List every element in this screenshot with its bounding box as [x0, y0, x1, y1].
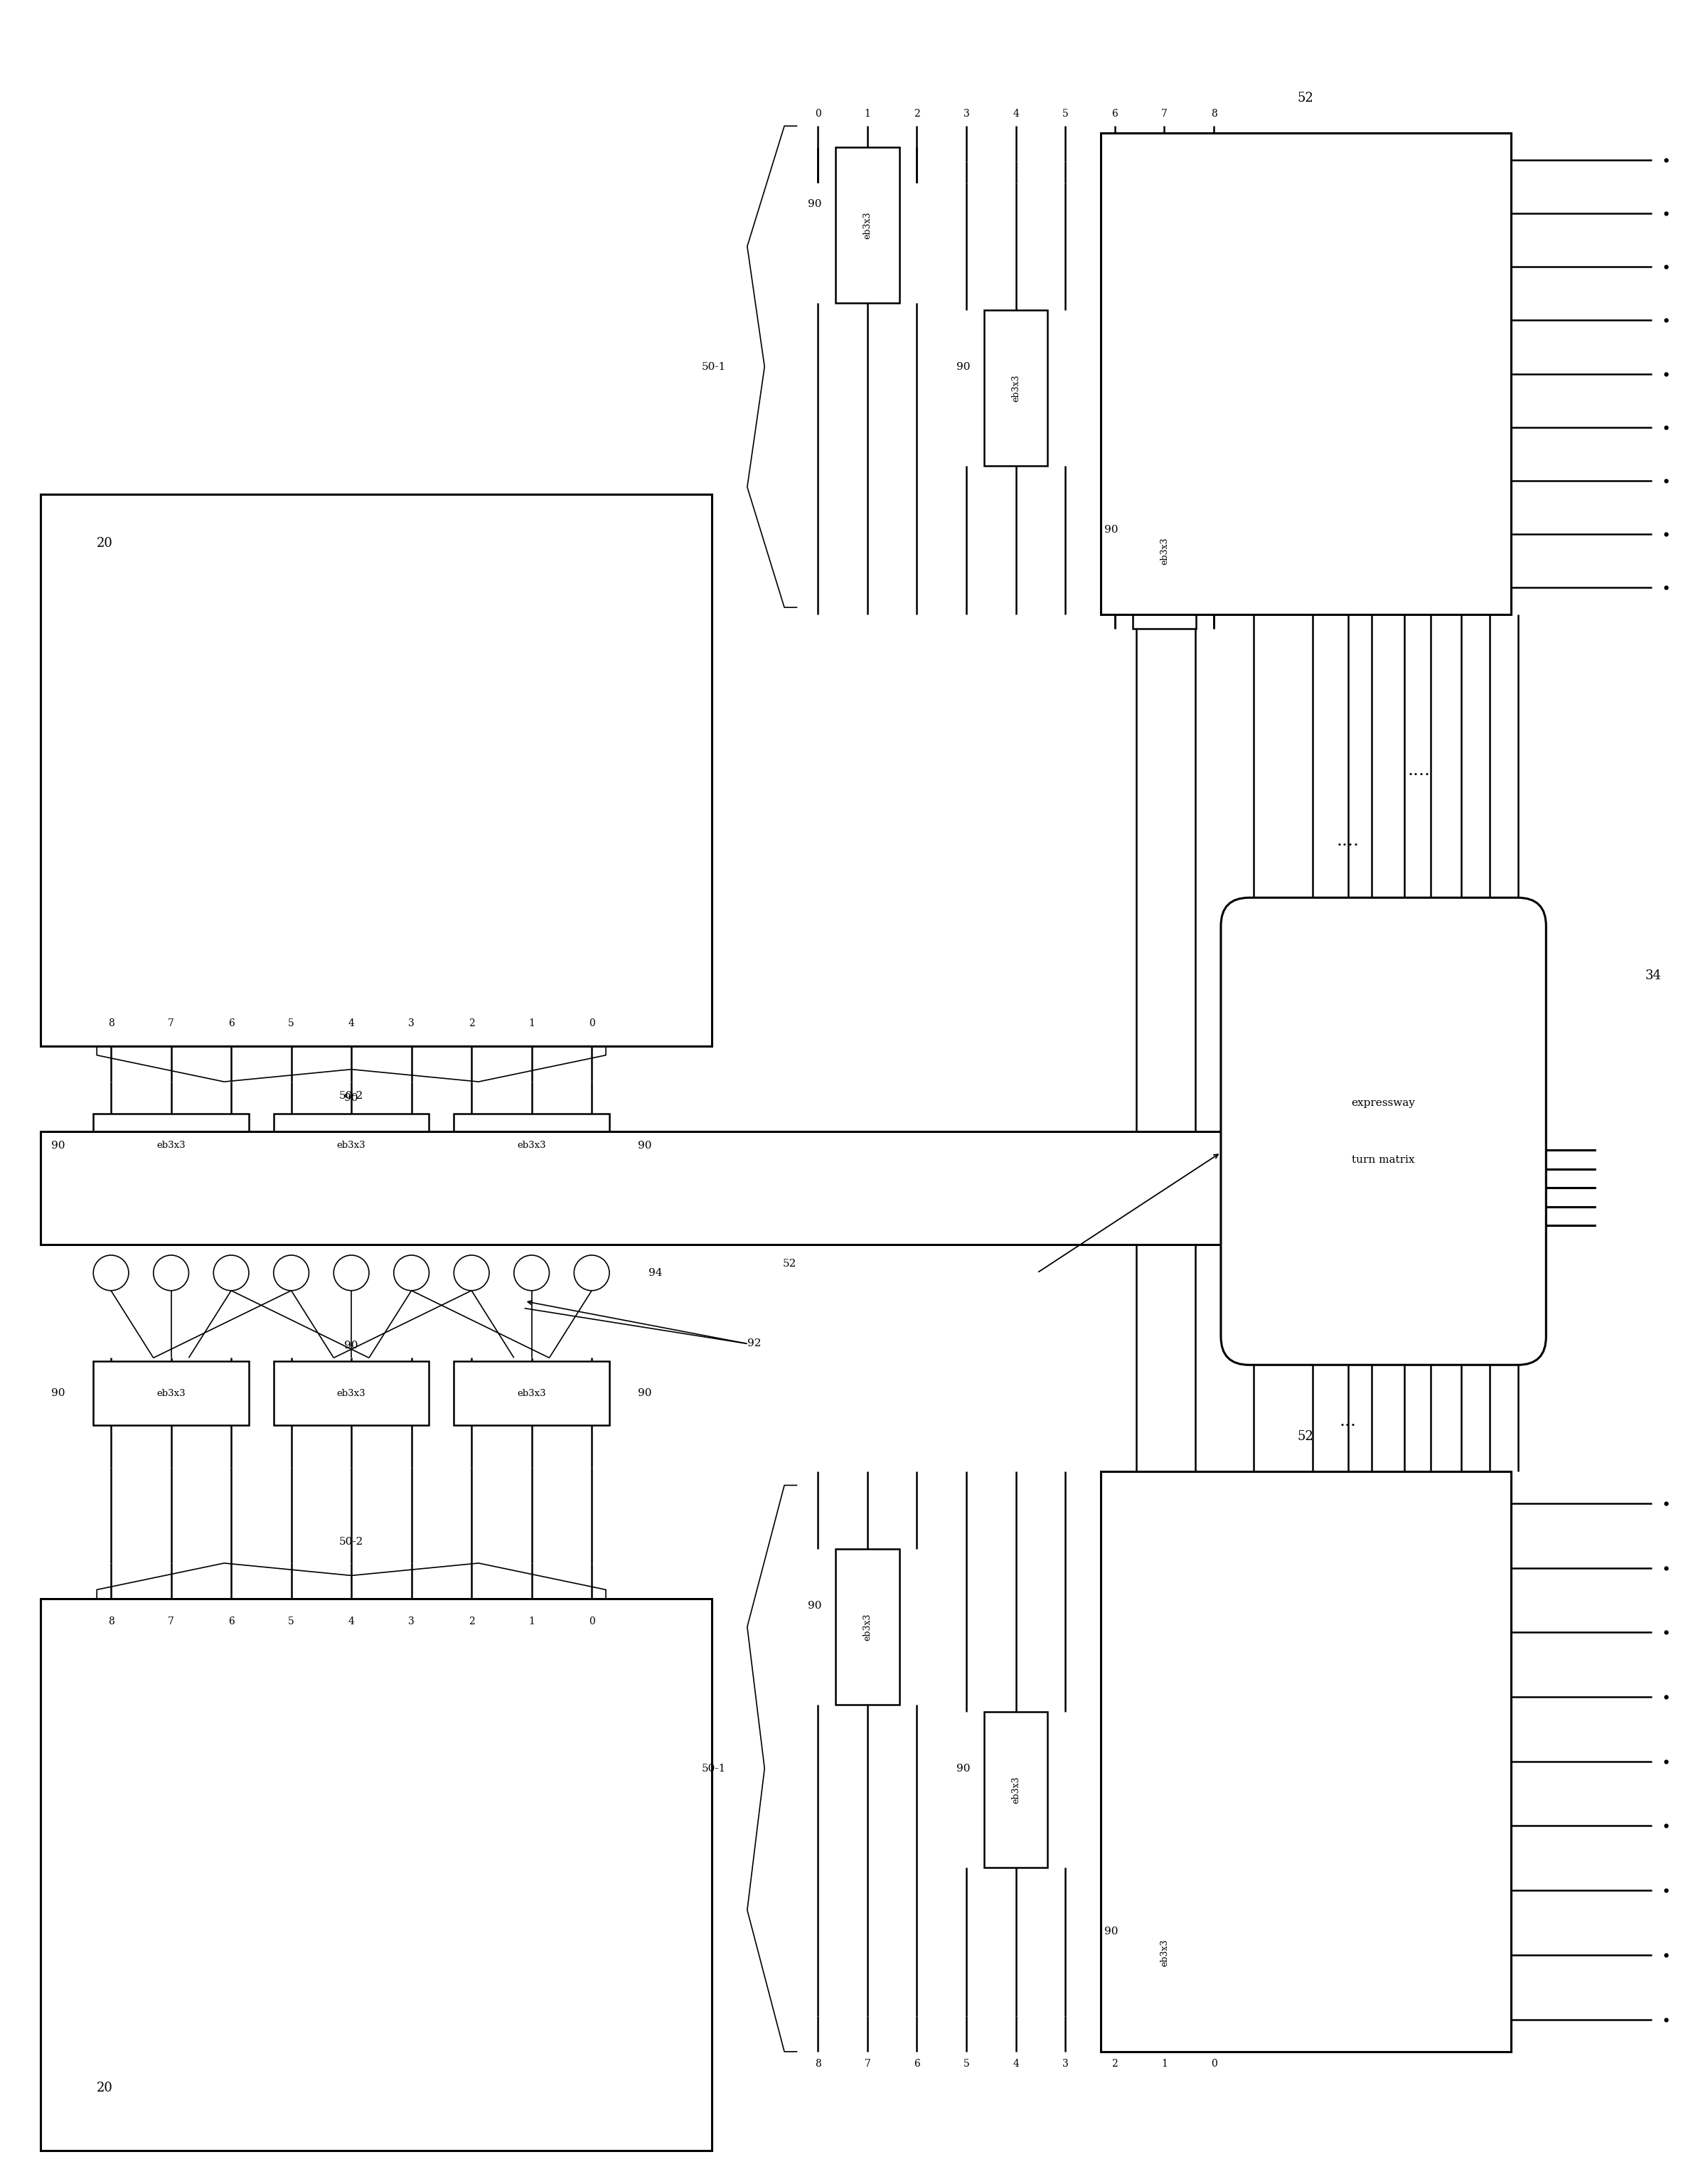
Text: eb3x3: eb3x3: [518, 1140, 547, 1151]
Text: eb3x3: eb3x3: [1160, 1939, 1168, 1966]
Text: 8: 8: [107, 1616, 114, 1627]
Text: 52: 52: [1298, 1431, 1313, 1444]
Text: 5: 5: [1063, 109, 1068, 118]
Text: 90: 90: [637, 1389, 652, 1398]
Text: eb3x3: eb3x3: [157, 1389, 186, 1398]
Text: 0: 0: [589, 1018, 594, 1029]
Text: 5: 5: [288, 1018, 295, 1029]
Bar: [41, 494, 712, 1046]
Text: 90: 90: [637, 1140, 652, 1151]
Text: eb3x3: eb3x3: [1012, 1776, 1020, 1804]
Text: eb3x3: eb3x3: [863, 1614, 872, 1640]
Text: 8: 8: [1211, 109, 1218, 118]
Text: 2: 2: [468, 1018, 475, 1029]
Text: 50-1: 50-1: [702, 363, 725, 371]
Bar: [984, 1712, 1047, 1867]
Text: 2: 2: [915, 109, 920, 118]
Text: 94: 94: [649, 1269, 662, 1278]
Text: 20: 20: [97, 537, 112, 550]
Text: 1: 1: [1161, 2060, 1168, 2068]
Text: 6: 6: [228, 1018, 235, 1029]
FancyBboxPatch shape: [1221, 898, 1546, 1365]
Text: 7: 7: [1161, 109, 1168, 118]
Text: 0: 0: [589, 1616, 594, 1627]
Bar: [41, 1599, 712, 2151]
Text: 4: 4: [347, 1018, 354, 1029]
Bar: [1132, 1874, 1196, 2031]
Bar: [1100, 1472, 1511, 2051]
Text: 90: 90: [955, 1762, 971, 1773]
Text: 52: 52: [783, 1258, 797, 1269]
Text: 7: 7: [169, 1616, 174, 1627]
Bar: [453, 1114, 610, 1177]
Text: 90: 90: [51, 1389, 65, 1398]
Text: ...: ...: [1340, 1413, 1357, 1431]
Text: eb3x3: eb3x3: [1012, 373, 1020, 402]
Text: 1: 1: [863, 109, 870, 118]
Text: 20: 20: [97, 2081, 112, 2094]
Text: eb3x3: eb3x3: [518, 1389, 547, 1398]
Bar: [1132, 474, 1196, 629]
Text: 90: 90: [344, 1092, 358, 1103]
Text: 3: 3: [1063, 2060, 1068, 2068]
Text: eb3x3: eb3x3: [863, 212, 872, 238]
Text: 50-2: 50-2: [339, 1092, 363, 1101]
Text: 0: 0: [1211, 2060, 1218, 2068]
Text: turn matrix: turn matrix: [1352, 1155, 1415, 1164]
Text: 1: 1: [528, 1616, 535, 1627]
Text: 3: 3: [409, 1616, 414, 1627]
Text: 1: 1: [528, 1018, 535, 1029]
Text: 7: 7: [863, 2060, 870, 2068]
Bar: [836, 1548, 899, 1706]
Text: 90: 90: [807, 1601, 821, 1610]
Text: 2: 2: [1112, 2060, 1117, 2068]
Text: 90: 90: [955, 363, 971, 371]
Text: 5: 5: [288, 1616, 295, 1627]
Bar: [1100, 133, 1511, 614]
Bar: [453, 1361, 610, 1426]
Text: 50-2: 50-2: [339, 1538, 363, 1546]
Text: 90: 90: [51, 1140, 65, 1151]
Text: 3: 3: [964, 109, 969, 118]
Text: 6: 6: [1112, 109, 1117, 118]
Text: 50-1: 50-1: [702, 1762, 725, 1773]
Text: eb3x3: eb3x3: [157, 1140, 186, 1151]
Bar: [41, 1131, 1383, 1245]
Text: 90: 90: [807, 199, 821, 210]
Bar: [94, 1114, 249, 1177]
Text: 6: 6: [915, 2060, 920, 2068]
Bar: [836, 146, 899, 304]
Text: expressway: expressway: [1352, 1099, 1415, 1107]
Text: 5: 5: [964, 2060, 969, 2068]
Text: eb3x3: eb3x3: [337, 1140, 366, 1151]
Bar: [274, 1114, 429, 1177]
Text: 92: 92: [748, 1339, 761, 1350]
Text: 34: 34: [1645, 970, 1662, 983]
Bar: [274, 1361, 429, 1426]
Bar: [94, 1361, 249, 1426]
Text: 6: 6: [228, 1616, 235, 1627]
Text: 90: 90: [1105, 524, 1119, 535]
Bar: [984, 310, 1047, 465]
Text: 7: 7: [169, 1018, 174, 1029]
Text: ....: ....: [1407, 762, 1431, 778]
Text: ....: ....: [1337, 832, 1359, 850]
Text: 90: 90: [344, 1341, 358, 1350]
Text: 4: 4: [1013, 109, 1018, 118]
Text: 4: 4: [1013, 2060, 1018, 2068]
Text: 52: 52: [1298, 92, 1313, 105]
Text: eb3x3: eb3x3: [337, 1389, 366, 1398]
Text: 8: 8: [814, 2060, 821, 2068]
Text: 8: 8: [107, 1018, 114, 1029]
Text: 90: 90: [1105, 1926, 1119, 1937]
Text: 4: 4: [347, 1616, 354, 1627]
Text: 0: 0: [814, 109, 821, 118]
Text: 3: 3: [409, 1018, 414, 1029]
Text: eb3x3: eb3x3: [1160, 537, 1168, 563]
Text: 2: 2: [468, 1616, 475, 1627]
